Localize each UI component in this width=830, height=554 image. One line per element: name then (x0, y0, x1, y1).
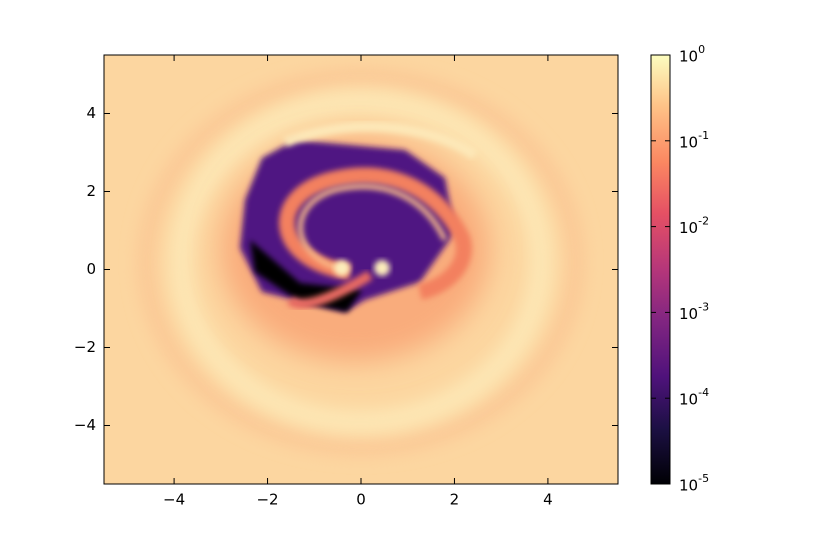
colorbar-tick-label: 10-2 (679, 215, 709, 238)
colorbar (650, 54, 671, 485)
y-tick-label: 4 (86, 104, 96, 122)
y-tick-label: −2 (74, 338, 96, 356)
x-tick-label: 2 (450, 491, 460, 509)
colorbar-tick-label: 10-4 (679, 386, 709, 409)
x-tick-label: −4 (163, 491, 185, 509)
heatmap-image (104, 55, 618, 484)
x-tick-label: −2 (256, 491, 278, 509)
y-tick-label: 0 (86, 260, 96, 278)
colorbar-tick-label: 10-1 (679, 129, 709, 152)
colorbar-tick-label: 10-5 (679, 472, 709, 495)
x-tick-label: 4 (543, 491, 553, 509)
y-tick-label: 2 (86, 182, 96, 200)
colorbar-tick-label: 100 (679, 43, 705, 66)
y-tick-label: −4 (74, 416, 96, 434)
colorbar-tick-label: 10-3 (679, 300, 709, 323)
x-tick-label: 0 (356, 491, 366, 509)
